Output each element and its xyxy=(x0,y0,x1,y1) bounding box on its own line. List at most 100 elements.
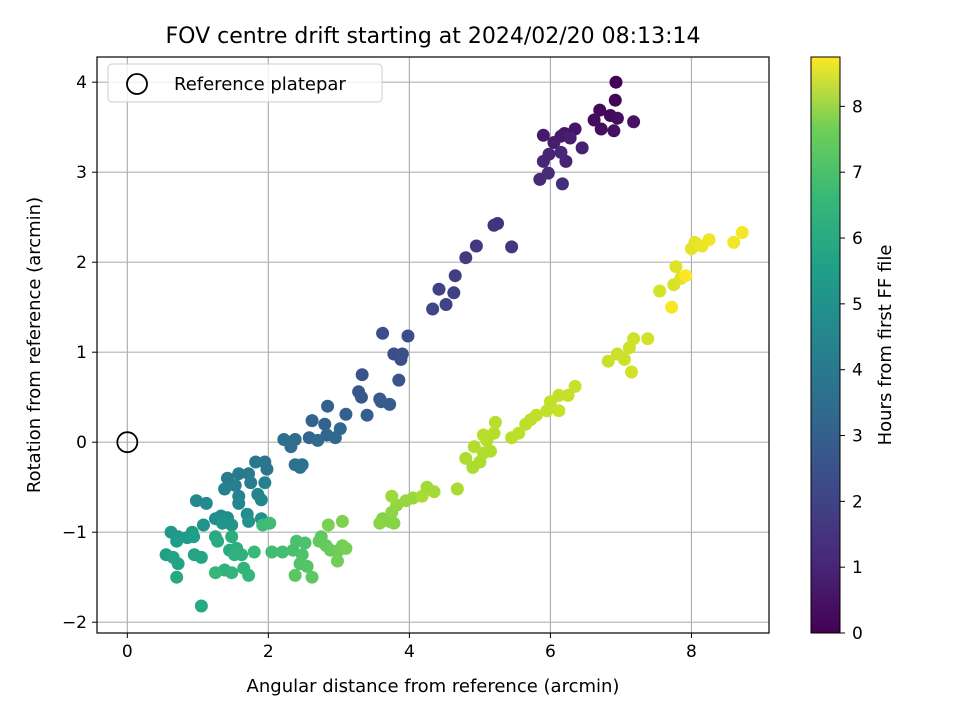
data-point xyxy=(194,599,208,613)
colorbar-label: Hours from first FF file xyxy=(875,245,896,446)
data-point xyxy=(432,282,446,296)
data-point xyxy=(311,433,325,447)
colorbar-ticks: 0 1 2 3 4 5 6 7 8 xyxy=(840,97,863,644)
legend-entry-reference: Reference platepar xyxy=(174,74,346,95)
data-point xyxy=(587,113,601,127)
data-point xyxy=(288,568,302,582)
data-point xyxy=(568,379,582,393)
data-point xyxy=(187,530,201,544)
data-point xyxy=(487,426,501,440)
data-point xyxy=(300,559,314,573)
data-point xyxy=(218,482,232,496)
data-point xyxy=(242,568,256,582)
colorbar-tick-label: 2 xyxy=(852,492,863,512)
data-point xyxy=(609,75,623,89)
y-tick-label: 1 xyxy=(76,343,87,363)
data-point xyxy=(360,408,374,422)
data-point xyxy=(330,554,344,568)
data-point xyxy=(415,489,429,503)
data-point xyxy=(554,145,568,159)
colorbar-tick-label: 7 xyxy=(852,163,863,183)
x-tick-label: 2 xyxy=(263,642,274,662)
data-point xyxy=(284,440,298,454)
data-point xyxy=(488,415,502,429)
colorbar-tick-label: 5 xyxy=(852,295,863,315)
data-point xyxy=(385,489,399,503)
chart-title: FOV centre drift starting at 2024/02/20 … xyxy=(166,24,701,49)
data-point xyxy=(318,417,332,431)
data-point xyxy=(232,496,246,510)
data-point xyxy=(194,550,208,564)
data-point xyxy=(333,422,347,436)
data-point xyxy=(487,218,501,232)
data-point xyxy=(512,426,526,440)
colorbar: 0 1 2 3 4 5 6 7 8 Hours from first FF file xyxy=(810,56,896,644)
y-tick-label: 2 xyxy=(76,253,87,273)
data-point xyxy=(232,467,246,481)
data-point xyxy=(258,476,272,490)
data-point xyxy=(459,451,473,465)
y-tick-label: 4 xyxy=(76,73,87,93)
data-point xyxy=(641,332,655,346)
data-point xyxy=(467,440,481,454)
data-point xyxy=(575,141,589,155)
data-point xyxy=(305,414,319,428)
data-point xyxy=(189,494,203,508)
data-point xyxy=(601,354,615,368)
legend-box xyxy=(107,63,383,103)
data-point xyxy=(260,462,274,476)
data-point xyxy=(552,404,566,418)
data-point xyxy=(196,518,210,532)
data-point xyxy=(665,300,679,314)
data-point xyxy=(339,407,353,421)
data-point xyxy=(536,154,550,168)
data-point xyxy=(355,368,369,382)
data-point xyxy=(199,496,213,510)
y-tick-label: −1 xyxy=(62,523,87,543)
data-point xyxy=(450,482,464,496)
data-point xyxy=(275,545,289,559)
data-point xyxy=(679,269,693,283)
data-point xyxy=(555,177,569,191)
data-point xyxy=(170,534,184,548)
data-point xyxy=(702,233,716,247)
data-point xyxy=(594,122,608,136)
tick-marks: 0 2 4 6 8 −2 −1 0 1 2 3 4 xyxy=(62,73,697,662)
data-point xyxy=(547,136,561,149)
data-point xyxy=(627,115,641,129)
grid-lines xyxy=(97,57,769,633)
data-point xyxy=(228,478,242,492)
data-point xyxy=(383,397,397,411)
legend-marker xyxy=(126,73,148,95)
data-point xyxy=(295,458,309,472)
data-points xyxy=(116,75,749,613)
data-point xyxy=(254,493,268,507)
colorbar-tick-label: 1 xyxy=(852,558,863,578)
data-point xyxy=(448,269,462,283)
data-point xyxy=(610,111,624,125)
data-point xyxy=(469,239,483,253)
colorbar-tick-label: 3 xyxy=(852,427,863,447)
data-point xyxy=(242,514,256,528)
data-point xyxy=(552,388,566,402)
data-point xyxy=(608,93,622,107)
data-point xyxy=(483,444,497,458)
x-tick-label: 0 xyxy=(122,642,133,662)
data-point xyxy=(561,388,575,402)
colorbar-tick-label: 4 xyxy=(852,361,863,381)
data-point xyxy=(426,302,440,316)
plot-area-border xyxy=(96,56,770,634)
x-tick-label: 8 xyxy=(686,642,697,662)
data-point xyxy=(617,352,631,366)
data-point xyxy=(653,284,667,298)
y-tick-label: −2 xyxy=(62,613,87,633)
data-point xyxy=(505,240,519,254)
data-point xyxy=(228,548,242,562)
data-point xyxy=(354,390,368,404)
data-point xyxy=(244,476,258,490)
data-point xyxy=(305,570,319,584)
x-tick-label: 4 xyxy=(404,642,415,662)
colorbar-tick-label: 6 xyxy=(852,229,863,249)
data-point xyxy=(321,399,335,413)
axes-frame xyxy=(96,56,770,634)
